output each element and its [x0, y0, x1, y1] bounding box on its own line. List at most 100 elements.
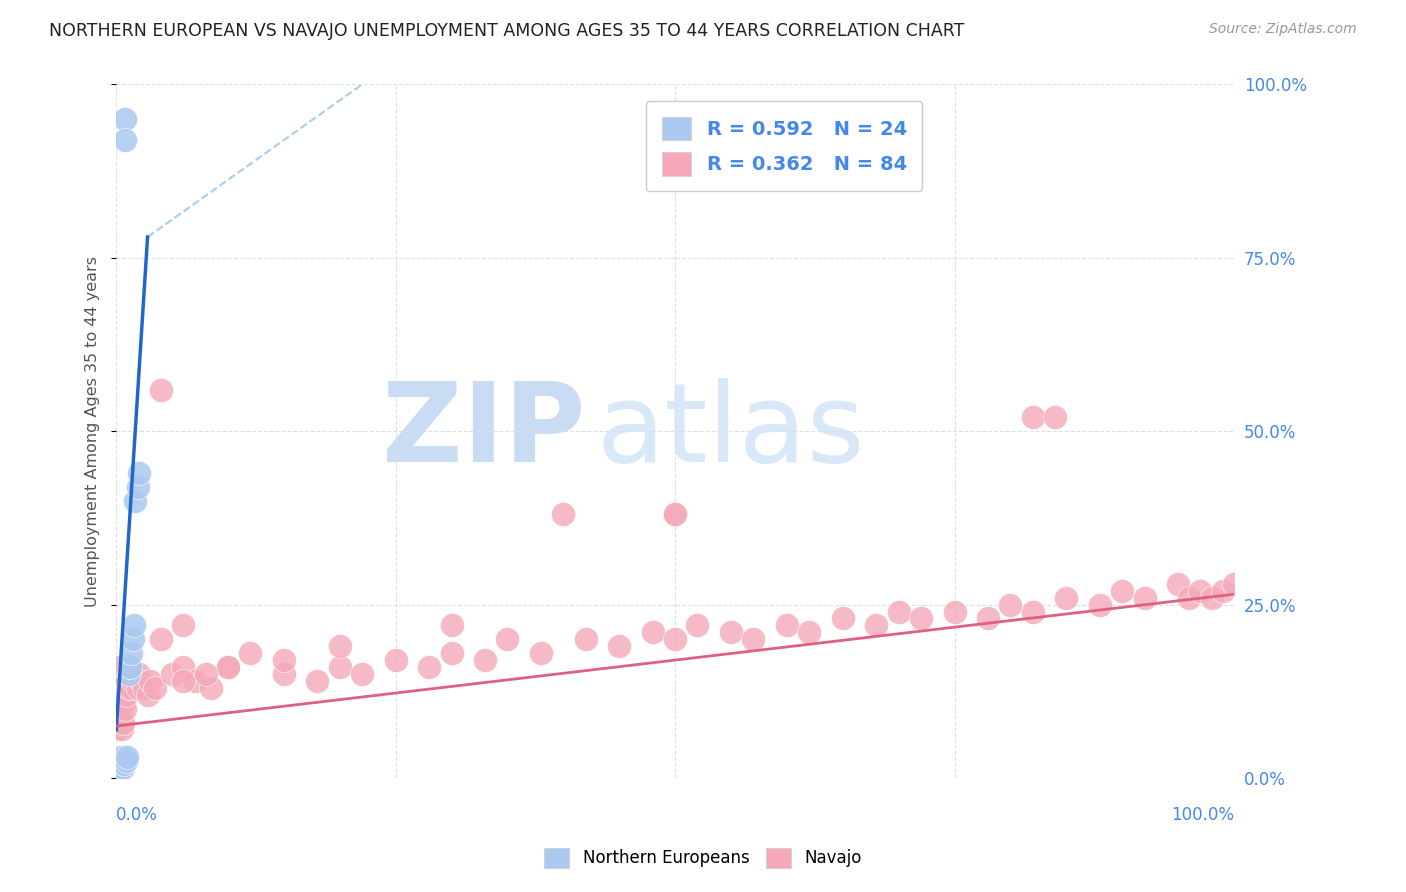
Point	[910, 611, 932, 625]
Point	[575, 632, 598, 647]
Point	[112, 757, 135, 772]
Point	[124, 667, 146, 681]
Point	[110, 708, 132, 723]
Point	[127, 480, 149, 494]
Point	[110, 761, 132, 775]
Point	[474, 653, 496, 667]
Point	[831, 611, 853, 625]
Point	[105, 754, 128, 768]
Text: ZIP: ZIP	[382, 377, 586, 484]
Point	[742, 632, 765, 647]
Legend: Northern Europeans, Navajo: Northern Europeans, Navajo	[537, 841, 869, 875]
Point	[496, 632, 519, 647]
Point	[149, 383, 172, 397]
Point	[200, 681, 222, 695]
Point	[887, 605, 910, 619]
Point	[136, 688, 159, 702]
Point	[111, 757, 134, 772]
Point	[120, 646, 142, 660]
Point	[145, 681, 167, 695]
Point	[1167, 576, 1189, 591]
Point	[943, 605, 966, 619]
Point	[122, 618, 145, 632]
Point	[1088, 598, 1111, 612]
Point	[115, 754, 138, 768]
Point	[114, 112, 136, 127]
Point	[1000, 598, 1022, 612]
Point	[799, 625, 821, 640]
Point	[217, 660, 239, 674]
Point	[641, 625, 664, 640]
Point	[128, 466, 150, 480]
Point	[194, 667, 217, 681]
Point	[120, 681, 142, 695]
Point	[122, 673, 145, 688]
Point	[273, 667, 295, 681]
Point	[129, 673, 152, 688]
Point	[183, 673, 205, 688]
Point	[160, 667, 183, 681]
Point	[139, 673, 162, 688]
Point	[110, 754, 132, 768]
Point	[111, 688, 134, 702]
Point	[111, 761, 134, 775]
Text: atlas: atlas	[598, 377, 865, 484]
Point	[124, 493, 146, 508]
Point	[149, 632, 172, 647]
Point	[1111, 583, 1133, 598]
Point	[329, 639, 352, 653]
Point	[217, 660, 239, 674]
Point	[111, 723, 134, 737]
Point	[977, 611, 1000, 625]
Point	[108, 660, 131, 674]
Text: 100.0%: 100.0%	[1171, 805, 1234, 823]
Point	[108, 761, 131, 775]
Point	[115, 688, 138, 702]
Text: 0.0%: 0.0%	[117, 805, 157, 823]
Point	[107, 764, 129, 778]
Point	[329, 660, 352, 674]
Point	[1189, 583, 1212, 598]
Point	[1022, 410, 1045, 425]
Text: Source: ZipAtlas.com: Source: ZipAtlas.com	[1209, 22, 1357, 37]
Point	[352, 667, 374, 681]
Point	[1022, 605, 1045, 619]
Point	[1054, 591, 1077, 605]
Point	[273, 653, 295, 667]
Point	[107, 757, 129, 772]
Point	[776, 618, 799, 632]
Point	[384, 653, 406, 667]
Point	[1043, 410, 1066, 425]
Point	[107, 715, 129, 730]
Point	[720, 625, 742, 640]
Point	[530, 646, 553, 660]
Point	[117, 750, 139, 764]
Point	[1178, 591, 1201, 605]
Point	[117, 667, 139, 681]
Y-axis label: Unemployment Among Ages 35 to 44 years: Unemployment Among Ages 35 to 44 years	[86, 256, 100, 607]
Point	[172, 673, 194, 688]
Point	[114, 133, 136, 147]
Point	[418, 660, 440, 674]
Point	[127, 681, 149, 695]
Point	[664, 508, 686, 522]
Point	[1201, 591, 1223, 605]
Point	[105, 761, 128, 775]
Point	[108, 754, 131, 768]
Point	[1223, 576, 1246, 591]
Point	[105, 723, 128, 737]
Point	[122, 632, 145, 647]
Point	[865, 618, 887, 632]
Point	[107, 673, 129, 688]
Point	[307, 673, 329, 688]
Point	[117, 681, 139, 695]
Point	[1212, 583, 1234, 598]
Text: NORTHERN EUROPEAN VS NAVAJO UNEMPLOYMENT AMONG AGES 35 TO 44 YEARS CORRELATION C: NORTHERN EUROPEAN VS NAVAJO UNEMPLOYMENT…	[49, 22, 965, 40]
Point	[239, 646, 262, 660]
Point	[664, 632, 686, 647]
Point	[1133, 591, 1156, 605]
Point	[118, 667, 141, 681]
Point	[108, 701, 131, 715]
Point	[128, 667, 150, 681]
Point	[114, 701, 136, 715]
